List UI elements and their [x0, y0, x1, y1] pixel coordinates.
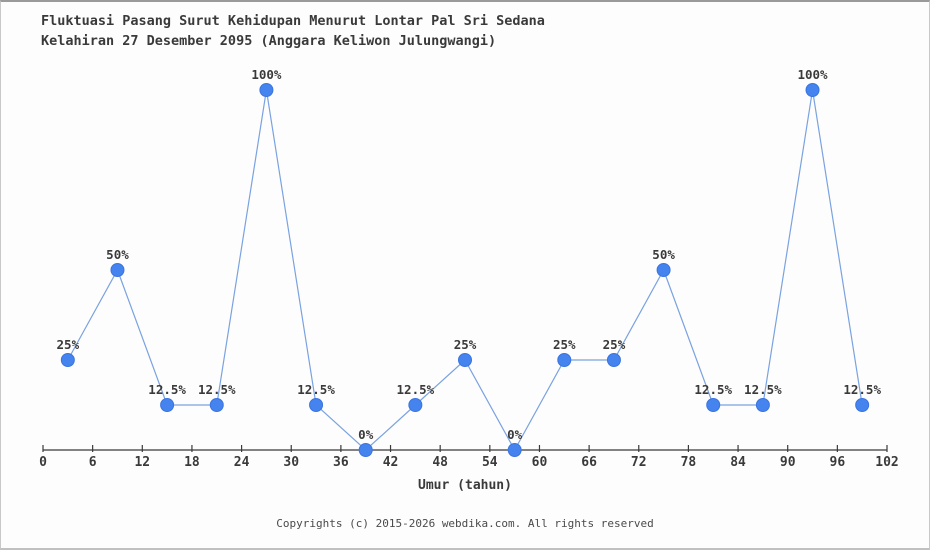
data-point-marker [855, 398, 870, 412]
data-point-markers [60, 83, 870, 457]
x-axis [42, 445, 888, 452]
data-point-marker [209, 398, 224, 412]
x-axis-tick-label: 96 [830, 455, 846, 470]
x-axis-tick-label: 12 [134, 455, 150, 470]
data-point-marker [259, 83, 274, 97]
x-axis-tick-label: 36 [333, 455, 349, 470]
copyright-text: Copyrights (c) 2015-2026 webdika.com. Al… [276, 517, 654, 530]
x-axis-tick-label: 0 [39, 455, 47, 470]
data-point-label: 12.5% [744, 382, 782, 397]
data-point-marker [805, 83, 820, 97]
x-axis-tick-label: 54 [482, 455, 498, 470]
data-point-label: 0% [507, 427, 523, 442]
x-axis-tick-label: 66 [581, 455, 597, 470]
x-axis-tick-label: 90 [780, 455, 796, 470]
data-point-label: 0% [358, 427, 374, 442]
data-point-marker [110, 263, 125, 277]
data-point-marker [160, 398, 175, 412]
data-point-marker [755, 398, 770, 412]
data-point-label: 50% [652, 247, 675, 262]
x-axis-tick-label: 60 [532, 455, 548, 470]
data-point-label: 12.5% [843, 382, 881, 397]
x-axis-tick-label: 18 [184, 455, 200, 470]
data-point-marker [557, 353, 572, 367]
x-axis-tick-label: 42 [383, 455, 399, 470]
data-point-marker [358, 443, 373, 457]
series-line [67, 89, 863, 452]
data-point-marker [706, 398, 721, 412]
x-axis-tick-label: 48 [432, 455, 448, 470]
data-point-label: 12.5% [397, 382, 435, 397]
line-series [67, 89, 863, 452]
x-axis-tick-label: 72 [631, 455, 647, 470]
data-point-label: 25% [553, 337, 576, 352]
data-point-label: 50% [106, 247, 129, 262]
x-axis-tick-labels: 0 6 12 18 24 30 36 42 48 54 60 66 72 78 84 90 96 102 [39, 455, 899, 470]
data-point-label: 12.5% [148, 382, 186, 397]
data-point-marker [408, 398, 423, 412]
data-point-marker [606, 353, 621, 367]
data-point-marker [60, 353, 75, 367]
x-axis-tick-label: 24 [234, 455, 250, 470]
data-point-label: 25% [603, 337, 626, 352]
data-point-labels: 25% 50% 12.5% 12.5% 100% 12.5% 0% 12.5% 25% 0% 25%… [57, 67, 882, 442]
data-point-label: 25% [454, 337, 477, 352]
x-axis-tick-label: 30 [283, 455, 299, 470]
x-axis-tick-label: 102 [875, 455, 898, 470]
data-point-label: 12.5% [198, 382, 236, 397]
x-axis-tick-label: 84 [730, 455, 746, 470]
data-point-marker [458, 353, 472, 367]
data-point-label: 100% [797, 67, 828, 82]
x-axis-tick-label: 78 [681, 455, 697, 470]
data-point-marker [309, 398, 324, 412]
chart-title-line1: Fluktuasi Pasang Surut Kehidupan Menurut… [41, 13, 545, 29]
data-point-label: 12.5% [297, 382, 335, 397]
x-axis-tick-label: 6 [89, 455, 97, 470]
data-point-label: 100% [251, 67, 282, 82]
data-point-label: 12.5% [694, 382, 732, 397]
data-point-marker [656, 263, 671, 277]
chart-title-line2: Kelahiran 27 Desember 2095 (Anggara Keli… [41, 33, 496, 49]
data-point-marker [507, 443, 522, 457]
x-axis-title: Umur (tahun) [418, 478, 512, 493]
data-point-label: 25% [57, 337, 80, 352]
